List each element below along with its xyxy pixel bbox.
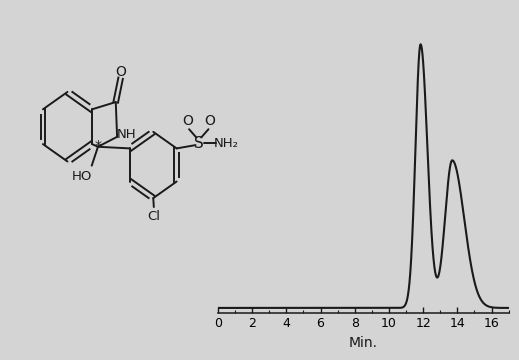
Text: *: * [95, 139, 102, 153]
Text: NH: NH [117, 128, 136, 141]
Text: S: S [194, 136, 203, 151]
Text: O: O [204, 114, 215, 128]
Text: Cl: Cl [147, 211, 160, 224]
Text: O: O [116, 65, 127, 79]
Text: HO: HO [72, 170, 92, 183]
X-axis label: Min.: Min. [349, 336, 378, 350]
Text: NH₂: NH₂ [213, 137, 238, 150]
Text: O: O [182, 114, 193, 128]
